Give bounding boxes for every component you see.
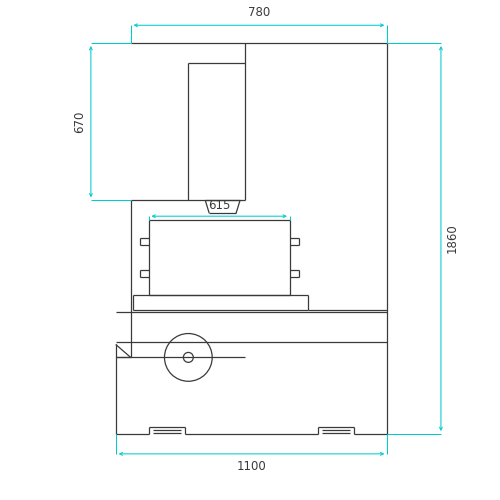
Text: 615: 615	[208, 199, 231, 212]
Text: 1100: 1100	[236, 460, 266, 473]
Text: 1860: 1860	[446, 224, 459, 254]
Text: 780: 780	[248, 6, 270, 20]
Text: 670: 670	[73, 110, 86, 133]
